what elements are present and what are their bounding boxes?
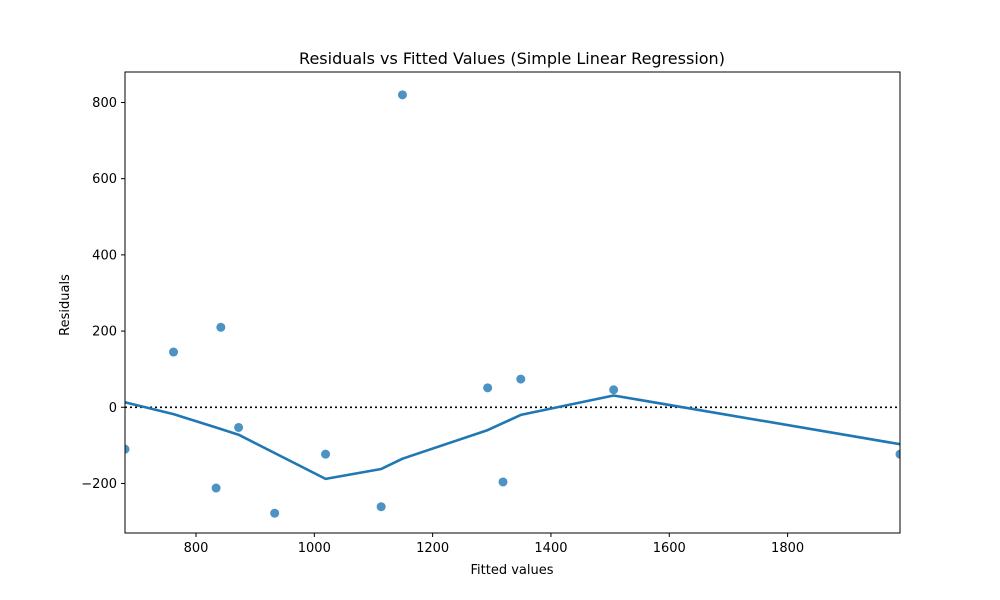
x-tick-label: 1600	[653, 541, 686, 556]
y-tick-label: 200	[92, 325, 117, 340]
x-tick-label: 1000	[298, 541, 331, 556]
x-tick-label: 1800	[771, 541, 804, 556]
smoothed-trend-line	[125, 394, 900, 481]
scatter-point	[321, 449, 331, 459]
y-tick-label: 600	[92, 172, 117, 187]
scatter-point	[609, 385, 619, 395]
scatter-point	[234, 422, 244, 432]
y-tick-label: 400	[92, 248, 117, 263]
y-tick-label: 800	[92, 96, 117, 111]
y-tick-label: 0	[109, 401, 117, 416]
y-axis-ticks: −200 0 200 400 600 800	[81, 96, 125, 492]
scatter-point	[397, 90, 407, 100]
scatter-point	[895, 449, 900, 459]
scatter-points	[125, 90, 900, 518]
scatter-point	[211, 483, 221, 493]
x-axis-ticks: 800 1000 1200 1400 1600 1800	[184, 533, 804, 556]
scatter-point	[498, 477, 508, 487]
x-tick-label: 800	[184, 541, 209, 556]
scatter-point	[376, 502, 386, 512]
plot-frame	[124, 71, 901, 534]
scatter-point	[516, 374, 526, 384]
plot-area	[124, 71, 901, 534]
scatter-point	[125, 444, 130, 454]
x-tick-label: 1200	[416, 541, 449, 556]
scatter-point	[169, 347, 179, 357]
x-tick-label: 1400	[534, 541, 567, 556]
scatter-point	[216, 322, 226, 332]
x-axis-label: Fitted values	[470, 563, 553, 578]
y-axis-label: Residuals	[58, 274, 73, 336]
y-tick-label: −200	[81, 477, 117, 492]
scatter-point	[483, 383, 493, 393]
chart-title: Residuals vs Fitted Values (Simple Linea…	[299, 49, 725, 68]
scatter-point	[270, 508, 280, 518]
